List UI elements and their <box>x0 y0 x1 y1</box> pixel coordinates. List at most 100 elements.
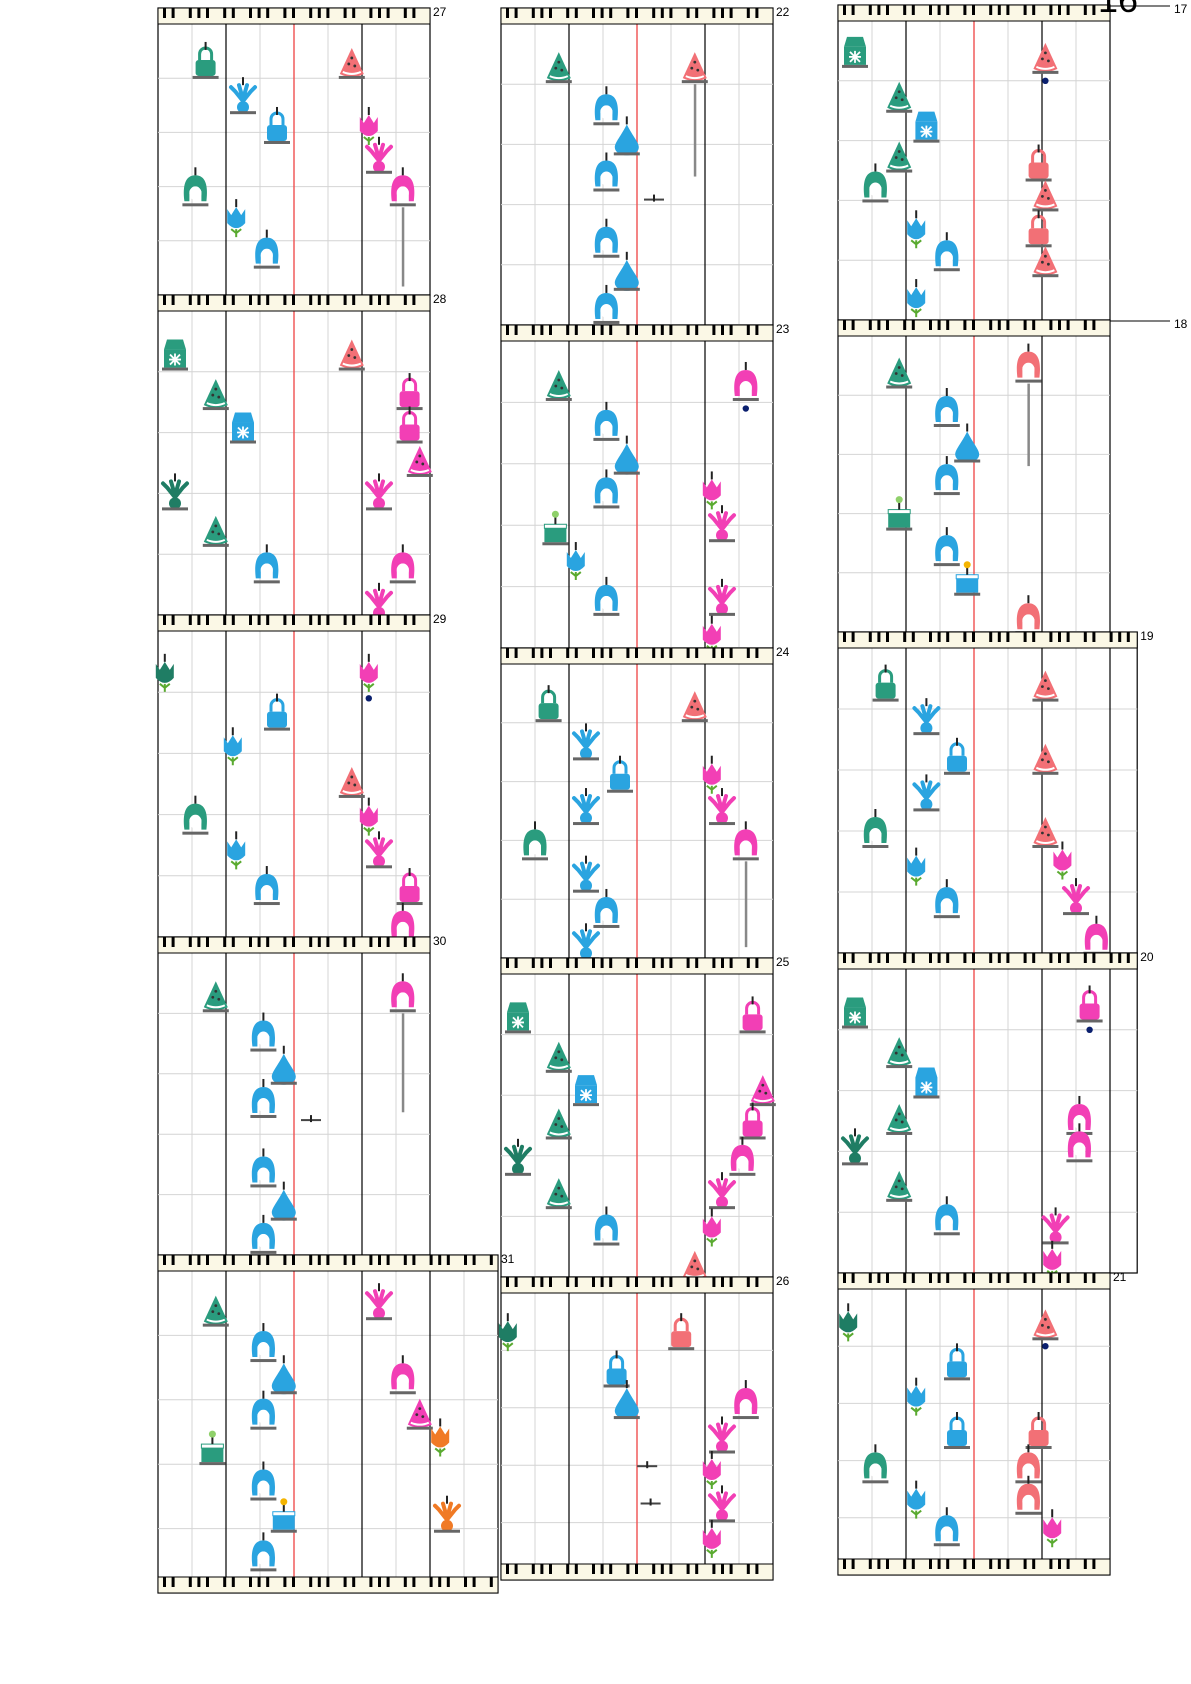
black-key <box>197 1255 201 1265</box>
black-key <box>352 8 356 18</box>
black-key <box>755 648 759 658</box>
black-key <box>188 615 192 625</box>
black-key <box>997 5 1001 15</box>
coral-icon <box>365 1283 393 1321</box>
watermelon-icon <box>202 379 229 411</box>
girl-head-icon <box>250 1012 277 1052</box>
note-base <box>886 1131 913 1135</box>
note-base <box>1066 1159 1093 1163</box>
note-base <box>250 1497 277 1501</box>
girl-head-icon <box>933 456 960 496</box>
girl-head-icon <box>250 1078 277 1118</box>
note-base <box>162 507 188 511</box>
black-key <box>197 295 201 305</box>
measure-number: 24 <box>776 645 790 659</box>
black-key <box>171 1577 175 1587</box>
black-key <box>686 1277 690 1287</box>
black-key <box>937 953 941 963</box>
watermelon-icon <box>338 47 365 79</box>
black-key <box>403 1577 407 1587</box>
stem-note <box>644 194 664 202</box>
black-key <box>223 615 227 625</box>
black-key <box>746 1277 750 1287</box>
note-base <box>270 1081 297 1085</box>
note-base <box>729 1172 756 1176</box>
measure-frame <box>837 952 1138 1274</box>
ice-box-icon <box>842 997 868 1029</box>
tulip-icon <box>907 1480 926 1519</box>
black-key <box>592 648 595 658</box>
black-key <box>652 1564 656 1574</box>
girl-head-icon <box>862 1444 889 1484</box>
watermelon-icon <box>886 141 913 173</box>
girl-head-icon <box>250 1461 277 1501</box>
black-key <box>843 320 846 330</box>
black-key <box>989 5 993 15</box>
black-key <box>635 1564 638 1574</box>
black-key <box>997 1559 1001 1569</box>
girl-head-icon <box>389 1355 416 1395</box>
note-base <box>396 440 423 444</box>
girl-head-icon <box>389 167 416 287</box>
black-key <box>574 648 578 658</box>
measure-27: 27 <box>157 5 447 296</box>
note-base <box>862 199 889 203</box>
black-key <box>886 1559 889 1569</box>
note-base <box>613 1416 640 1420</box>
black-key <box>1066 320 1070 330</box>
column-left: 27 28 29 30 31 <box>155 5 515 1594</box>
note-base <box>1032 274 1059 278</box>
coral-icon <box>708 1416 736 1454</box>
black-key <box>1092 1273 1096 1283</box>
note-base <box>389 203 416 207</box>
note-base <box>944 1446 970 1449</box>
black-key <box>412 937 416 947</box>
note-base <box>573 757 599 761</box>
black-key <box>403 615 407 625</box>
measure-number: 22 <box>776 5 790 19</box>
note-base <box>250 1359 277 1363</box>
measure-29: 29 <box>155 612 447 942</box>
black-key <box>257 8 261 18</box>
note-base <box>366 865 392 869</box>
note-base <box>192 75 219 79</box>
note-base <box>709 1450 735 1454</box>
black-key <box>283 295 287 305</box>
black-key <box>1049 632 1053 642</box>
black-key <box>531 325 535 335</box>
black-key <box>592 325 595 335</box>
lock-icon <box>1076 985 1103 1023</box>
ice-box-icon <box>842 36 868 68</box>
note-base <box>505 1172 531 1176</box>
black-key <box>600 8 604 18</box>
black-key <box>843 5 846 15</box>
black-key <box>292 937 295 947</box>
black-key <box>1006 1559 1010 1569</box>
black-key <box>946 632 950 642</box>
measure-number: 21 <box>1113 1270 1127 1284</box>
note-base <box>1076 1019 1103 1023</box>
black-key <box>886 320 889 330</box>
black-key <box>1066 1559 1070 1569</box>
watermelon-icon <box>406 1398 433 1430</box>
black-key <box>317 1577 321 1587</box>
black-key <box>506 648 509 658</box>
black-key <box>540 1564 544 1574</box>
note-base <box>933 563 960 567</box>
black-key <box>1049 320 1053 330</box>
black-key <box>506 8 509 18</box>
black-key <box>163 8 166 18</box>
black-key <box>506 1564 509 1574</box>
watermelon-icon <box>1032 817 1059 848</box>
girl-head-icon <box>253 229 280 269</box>
black-key <box>549 958 552 968</box>
black-key <box>843 1559 846 1569</box>
black-key <box>266 937 270 947</box>
black-key <box>386 8 390 18</box>
lock-icon <box>1025 144 1052 182</box>
note-base <box>1015 379 1042 383</box>
coral-icon <box>504 1138 532 1176</box>
black-key <box>540 325 544 335</box>
black-key <box>929 320 932 330</box>
black-key <box>1049 953 1053 963</box>
